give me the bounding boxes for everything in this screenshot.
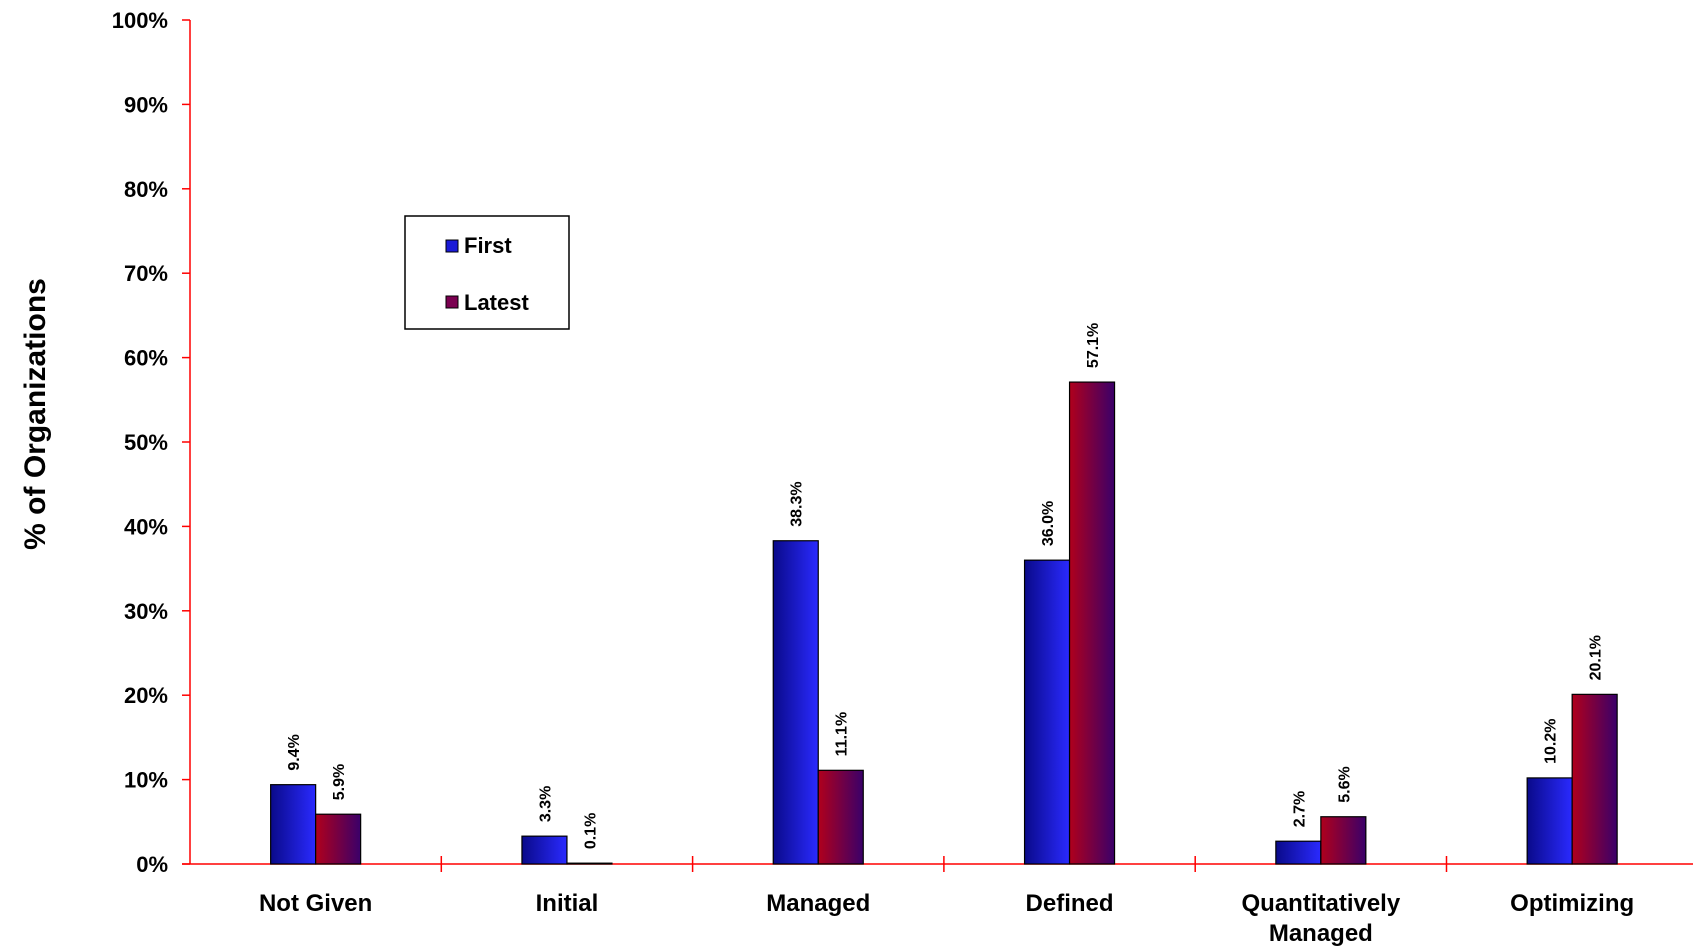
y-tick-label: 60% xyxy=(124,346,168,371)
data-label-latest: 5.9% xyxy=(331,764,348,800)
data-label-latest: 0.1% xyxy=(582,813,599,849)
data-label-latest: 5.6% xyxy=(1336,766,1353,802)
x-tick-label: Initial xyxy=(536,890,599,917)
legend-label-latest: Latest xyxy=(464,290,529,315)
y-tick-label: 0% xyxy=(136,852,168,877)
x-tick-label: Defined xyxy=(1026,890,1114,917)
bar-first xyxy=(772,540,819,865)
bar-latest xyxy=(1320,816,1367,865)
data-label-first: 36.0% xyxy=(1040,501,1057,546)
data-label-latest: 20.1% xyxy=(1588,635,1605,680)
bar-first xyxy=(1275,840,1322,865)
legend-swatch-first xyxy=(445,239,459,253)
data-label-first: 3.3% xyxy=(537,786,554,822)
legend-swatch-latest xyxy=(445,295,459,309)
data-label-first: 9.4% xyxy=(286,734,303,770)
y-tick-label: 90% xyxy=(124,92,168,117)
data-label-first: 10.2% xyxy=(1543,719,1560,764)
axes: 0% 10% 20% 30% 40% 50% 60% 70% 80% 90% 100% Not Giv… xyxy=(112,8,1693,947)
y-tick-label: 50% xyxy=(124,430,168,455)
y-tick-label: 10% xyxy=(124,768,168,793)
x-tick-label: Managed xyxy=(1269,920,1373,947)
x-tick-label: Not Given xyxy=(259,890,372,917)
legend-label-first: First xyxy=(464,233,512,258)
x-tick-label: Managed xyxy=(766,890,870,917)
data-label-first: 38.3% xyxy=(789,481,806,526)
data-label-latest: 57.1% xyxy=(1085,323,1102,368)
y-tick-label: 80% xyxy=(124,177,168,202)
bar-first xyxy=(1023,559,1071,865)
y-tick-label: 30% xyxy=(124,599,168,624)
legend: First Latest xyxy=(404,215,570,330)
x-tick-label: Optimizing xyxy=(1510,890,1634,917)
bar-first xyxy=(1526,777,1573,865)
bar-latest xyxy=(1068,381,1116,865)
x-tick-label: Quantitatively xyxy=(1241,890,1400,917)
bar-latest xyxy=(566,862,613,865)
y-tick-label: 100% xyxy=(112,8,168,33)
data-label-first: 2.7% xyxy=(1291,791,1308,827)
bar-first xyxy=(521,835,568,865)
data-label-latest: 11.1% xyxy=(834,712,851,756)
data-labels: 9.4% 3.3% 38.3% 36.0% 2.7% 10.2% 5.9% 0.1% 11.1%… xyxy=(286,323,1605,849)
bar-latest xyxy=(1571,693,1618,865)
bar-latest xyxy=(315,813,362,865)
y-tick-label: 40% xyxy=(124,514,168,539)
y-tick-label: 70% xyxy=(124,261,168,286)
bar-latest xyxy=(817,769,864,865)
bar-first xyxy=(270,784,317,865)
y-tick-label: 20% xyxy=(124,683,168,708)
legend-box xyxy=(404,215,570,330)
bars xyxy=(270,381,1618,865)
y-axis-title: % of Organizations xyxy=(19,278,52,550)
